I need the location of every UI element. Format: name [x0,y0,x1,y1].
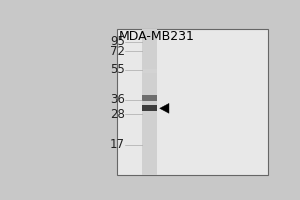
Text: 17: 17 [110,138,124,151]
Text: MDA-MB231: MDA-MB231 [119,30,195,43]
Text: 72: 72 [110,45,124,58]
Bar [142,29,158,175]
Bar [142,95,158,101]
Text: 28: 28 [110,108,124,121]
Bar [117,29,268,175]
Text: 36: 36 [110,93,124,106]
Polygon shape [160,103,169,113]
Bar [142,69,158,73]
Text: 55: 55 [110,63,124,76]
Text: 95: 95 [110,35,124,48]
Bar [142,105,158,111]
